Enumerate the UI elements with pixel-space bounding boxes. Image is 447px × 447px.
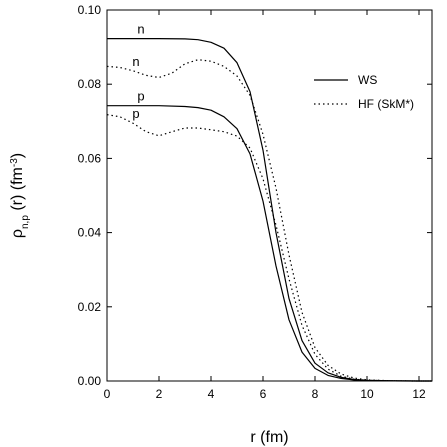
x-axis-title: r (fm) — [250, 429, 288, 446]
legend: WS HF (SkM*) — [314, 73, 414, 111]
y-tick-label: 0.04 — [78, 226, 102, 240]
ws-n-curve — [107, 37, 432, 382]
legend-label-dotted: HF (SkM*) — [358, 97, 414, 111]
y-tick-label: 0.08 — [78, 77, 102, 91]
x-tick-label: 10 — [360, 387, 374, 401]
y-axis-title-prefix: ρ — [9, 229, 26, 238]
curve-labels: n p n p — [132, 22, 144, 122]
ws-n-label: n — [137, 22, 144, 37]
y-tick-label: 0.06 — [78, 151, 102, 165]
ws-p-curve — [107, 105, 432, 382]
y-tick-label: 0.02 — [78, 300, 102, 314]
y-axis-title-subscript: n,p — [20, 215, 31, 229]
x-tick-label: 4 — [208, 387, 215, 401]
x-tick-label: 6 — [260, 387, 267, 401]
x-tick-label: 12 — [412, 387, 426, 401]
plot-frame — [106, 9, 433, 382]
x-tick-label: 0 — [104, 387, 111, 401]
y-axis-title: ρn,p (r) (fm-3) — [9, 153, 31, 238]
hf-p-label: p — [132, 106, 139, 121]
hf-n-label: n — [132, 54, 139, 69]
x-tick-label: 8 — [312, 387, 319, 401]
axes: 0 2 4 6 8 10 12 0.00 0.02 0.04 0.06 0.08 0.10 — [78, 3, 433, 401]
ws-p-label: p — [137, 89, 144, 104]
y-axis-title-suffix: ) — [9, 153, 26, 158]
hf-n-curve — [106, 59, 432, 382]
y-tick-label: 0.00 — [78, 374, 102, 388]
x-tick-label: 2 — [156, 387, 163, 401]
hf-p-curve — [106, 114, 432, 382]
y-axis-title-superscript: -3 — [9, 158, 20, 167]
y-axis-title-middle: (r) (fm — [9, 167, 26, 215]
curves — [106, 37, 432, 382]
y-tick-label: 0.10 — [78, 3, 102, 17]
legend-label-solid: WS — [358, 73, 377, 87]
